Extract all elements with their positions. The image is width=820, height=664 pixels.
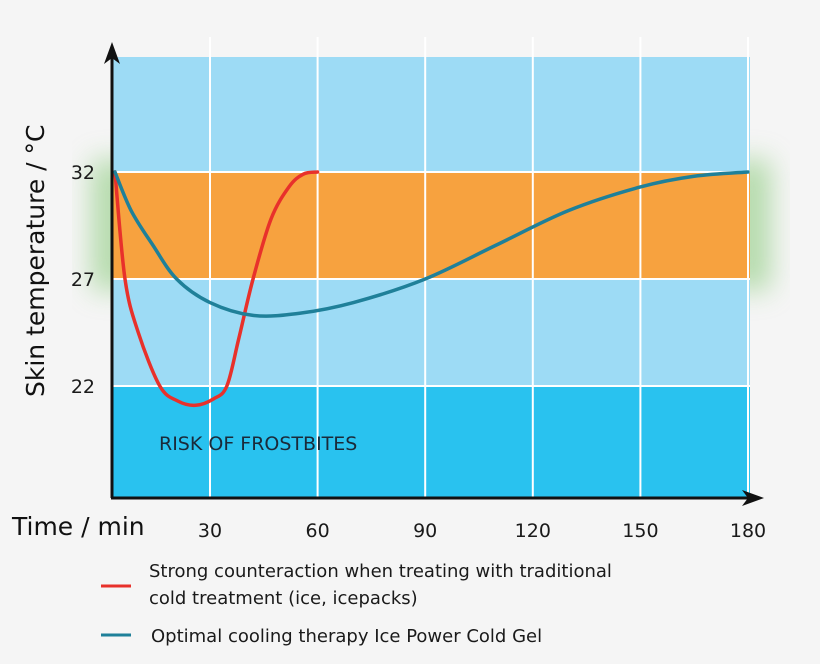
x-tick-label: 120 — [515, 520, 551, 542]
series-line-1 — [113, 170, 750, 318]
x-tick-label: 90 — [413, 520, 437, 542]
x-axis-arrow-icon — [742, 490, 764, 506]
legend: Strong counteraction when treating with … — [101, 561, 612, 647]
legend-label-red-line1: Strong counteraction when treating with … — [149, 561, 612, 582]
x-axis-label: Time / min — [11, 512, 145, 541]
x-tick-label: 180 — [730, 520, 766, 542]
band-1 — [112, 172, 750, 279]
x-tick-label: 30 — [198, 520, 222, 542]
series-line-0 — [113, 170, 320, 408]
frostbite-zone-label: RISK OF FROSTBITES — [159, 433, 357, 455]
y-axis-arrow-icon — [104, 42, 120, 64]
y-tick-label: 22 — [71, 376, 95, 398]
y-tick-label: 27 — [71, 269, 95, 291]
axes — [104, 42, 764, 506]
y-tick-label: 32 — [71, 162, 95, 184]
legend-label-red-line2: cold treatment (ice, icepacks) — [149, 588, 418, 609]
band-3 — [112, 386, 750, 498]
legend-label-blue: Optimal cooling therapy Ice Power Cold G… — [151, 626, 542, 647]
band-0 — [112, 57, 750, 172]
band-2 — [112, 279, 750, 386]
x-tick-label: 150 — [622, 520, 658, 542]
y-axis-label: Skin temperature / °C — [21, 125, 50, 398]
x-tick-label: 60 — [306, 520, 330, 542]
